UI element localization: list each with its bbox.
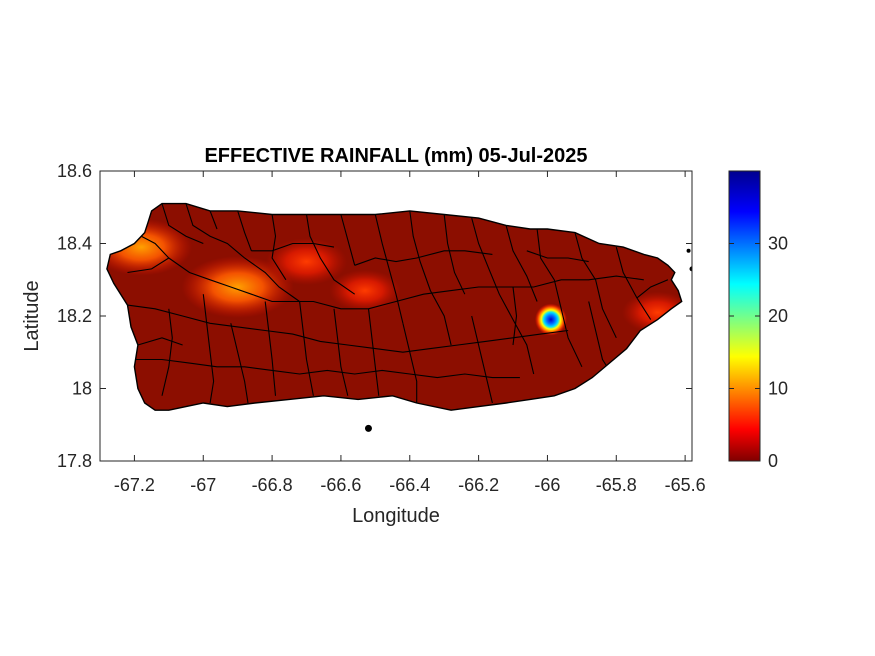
colorbar: 0 10 20 30	[728, 170, 788, 471]
y-axis-title: Latitude	[21, 280, 43, 351]
offshore-islets	[364, 248, 692, 432]
coastline	[106, 202, 683, 411]
municipality-boundary-35	[526, 250, 589, 263]
x-tick-label: -66.4	[389, 475, 430, 495]
municipality-boundary-9	[374, 214, 404, 324]
x-tick-label: -65.6	[665, 475, 706, 495]
municipality-boundary-8	[340, 214, 356, 266]
x-tick-label: -67.2	[114, 475, 155, 495]
colorbar-tick-label: 10	[768, 379, 788, 399]
municipality-boundary-33	[251, 242, 335, 252]
y-axis-ticks: 18.6 18.4 18.2 18 17.8	[57, 161, 692, 471]
municipality-boundary-6	[271, 214, 287, 281]
x-tick-label: -66	[534, 475, 560, 495]
x-tick-label: -66.8	[252, 475, 293, 495]
x-axis-ticks: -67.2 -67 -66.8 -66.6 -66.4 -66.2 -66 -65.8 -65.…	[114, 171, 706, 495]
y-tick-label: 17.8	[57, 451, 92, 471]
plot-title: EFFECTIVE RAINFALL (mm) 05-Jul-2025	[204, 145, 587, 167]
municipality-boundary-10	[409, 210, 452, 346]
municipality-boundary-15	[574, 232, 617, 339]
municipality-boundary-4	[209, 210, 218, 230]
municipality-boundary-17	[127, 304, 569, 353]
municipality-boundary-24	[299, 301, 314, 396]
colorbar-tick-label: 20	[768, 306, 788, 326]
municipality-boundary-23	[264, 301, 277, 396]
municipality-boundary-29	[512, 286, 518, 346]
municipality-boundary-34	[354, 250, 493, 266]
colorbar-ticks: 0 10 20 30	[729, 234, 788, 471]
colorbar-tick-label: 30	[768, 234, 788, 254]
municipality-boundary-14	[536, 228, 583, 368]
municipality-boundary-3	[185, 203, 300, 302]
municipality-boundary-7	[305, 214, 356, 295]
rainfall-hotspot-5	[329, 269, 401, 312]
x-tick-label: -67	[190, 475, 216, 495]
municipality-boundary-20	[161, 308, 173, 396]
x-tick-label: -66.6	[320, 475, 361, 495]
municipality-boundary-28	[471, 315, 493, 404]
rainfall-hotspot-1	[534, 303, 567, 336]
y-tick-label: 18	[72, 379, 92, 399]
x-tick-label: -66.2	[458, 475, 499, 495]
municipality-boundary-16	[615, 246, 652, 320]
municipality-boundary-5	[237, 210, 252, 251]
municipality-boundaries	[127, 203, 669, 404]
municipality-boundary-22	[230, 323, 249, 404]
municipality-boundary-18	[134, 358, 520, 379]
municipality-boundary-11	[443, 214, 466, 295]
municipality-boundary-12	[471, 217, 535, 375]
municipality-boundary-26	[367, 308, 380, 396]
municipality-boundary-2	[161, 203, 204, 245]
municipality-boundary-21	[202, 294, 215, 404]
municipality-boundary-30	[588, 301, 610, 371]
municipality-boundary-32	[137, 337, 183, 346]
y-tick-label: 18.6	[57, 161, 92, 181]
municipality-boundary-25	[333, 308, 349, 396]
municipality-boundary-27	[402, 323, 418, 403]
colorbar-tick-label: 0	[768, 451, 778, 471]
x-tick-label: -65.8	[596, 475, 637, 495]
municipality-boundary-19	[168, 257, 644, 310]
municipality-boundary-13	[505, 225, 538, 302]
rainfall-hotspot-4	[265, 238, 348, 285]
y-tick-label: 18.2	[57, 306, 92, 326]
municipality-boundary-31	[636, 279, 669, 299]
y-tick-label: 18.4	[57, 234, 92, 254]
x-axis-title: Longitude	[352, 505, 440, 527]
